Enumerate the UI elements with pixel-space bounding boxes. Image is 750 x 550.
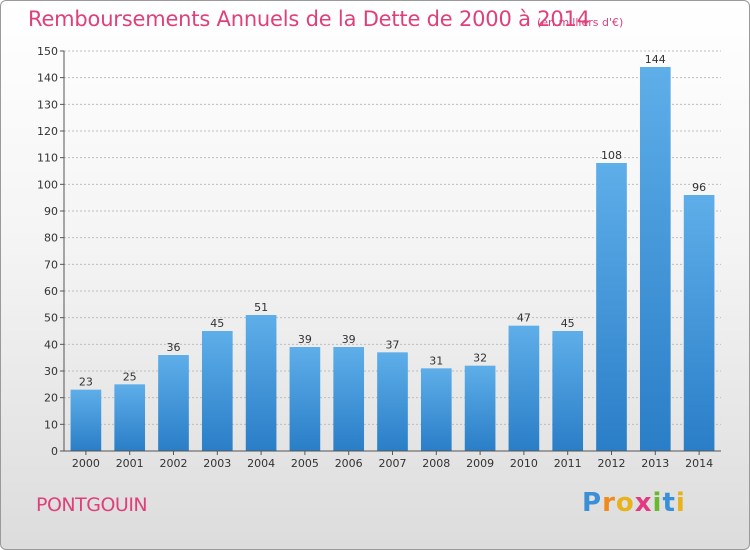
bar-value-label: 25 <box>123 370 137 383</box>
bar-value-label: 47 <box>517 312 531 325</box>
bar <box>70 389 102 451</box>
logo-letter: t <box>662 488 676 518</box>
logo-letter: r <box>602 488 616 518</box>
bar-value-label: 45 <box>561 317 575 330</box>
logo-letter: i <box>675 488 686 518</box>
x-tick-label: 2000 <box>72 457 100 470</box>
logo-letter: P <box>582 488 603 518</box>
bar <box>201 331 233 451</box>
axes: 0 10 20 30 40 50 60 70 80 90 100 110 120 130 140 150 200… <box>37 45 721 470</box>
y-tick-label: 110 <box>37 152 58 165</box>
y-tick-label: 10 <box>44 418 58 431</box>
bar-value-label: 51 <box>254 301 268 314</box>
y-tick-label: 100 <box>37 178 58 191</box>
y-tick-label: 40 <box>44 338 58 351</box>
logo-letter: i <box>652 488 663 518</box>
bar-value-label: 39 <box>298 333 312 346</box>
bar-value-label: 108 <box>601 149 622 162</box>
bar <box>420 368 452 451</box>
bar-value-label: 23 <box>79 376 93 389</box>
proxiti-logo: Proxiti <box>582 488 686 518</box>
bar <box>289 347 321 451</box>
bar-value-label: 96 <box>692 181 706 194</box>
x-tick-label: 2007 <box>379 457 407 470</box>
chart-title: Remboursements Annuels de la Dette de 20… <box>28 7 590 31</box>
y-tick-label: 30 <box>44 365 58 378</box>
y-tick-label: 20 <box>44 392 58 405</box>
bar <box>333 347 365 451</box>
x-tick-label: 2009 <box>466 457 494 470</box>
bar <box>158 355 189 451</box>
x-tick-label: 2012 <box>598 457 626 470</box>
bar <box>683 195 715 451</box>
bar-value-label: 39 <box>342 333 356 346</box>
bar-value-label: 32 <box>473 352 487 365</box>
bar <box>596 163 627 451</box>
x-tick-label: 2010 <box>510 457 538 470</box>
x-tick-label: 2013 <box>641 457 669 470</box>
bar <box>114 384 146 451</box>
bar-value-label: 36 <box>167 341 181 354</box>
y-tick-label: 80 <box>44 232 58 245</box>
x-tick-label: 2001 <box>116 457 144 470</box>
bar <box>552 331 584 451</box>
x-tick-label: 2011 <box>554 457 582 470</box>
bar <box>639 67 671 451</box>
y-tick-label: 0 <box>51 445 58 458</box>
y-tick-label: 90 <box>44 205 58 218</box>
y-tick-label: 50 <box>44 312 58 325</box>
y-tick-label: 140 <box>37 72 58 85</box>
bar <box>508 325 540 451</box>
bar-value-label: 45 <box>210 317 224 330</box>
x-tick-label: 2003 <box>203 457 231 470</box>
y-tick-label: 70 <box>44 258 58 271</box>
y-tick-label: 150 <box>37 45 58 58</box>
y-tick-label: 130 <box>37 98 58 111</box>
x-tick-label: 2014 <box>685 457 713 470</box>
y-tick-label: 60 <box>44 285 58 298</box>
x-tick-label: 2006 <box>335 457 363 470</box>
bar <box>245 315 277 451</box>
bar <box>464 365 496 451</box>
x-tick-label: 2002 <box>160 457 188 470</box>
x-tick-label: 2008 <box>422 457 450 470</box>
x-tick-label: 2004 <box>247 457 275 470</box>
data-labels: 23 25 36 45 51 39 39 37 31 32 47 45 108 144 96 <box>79 53 706 389</box>
logo-letter: o <box>615 488 635 518</box>
bar-value-label: 144 <box>645 53 666 66</box>
unit-note: (en milliers d'€) <box>537 16 624 29</box>
logo-letter: x <box>634 488 653 518</box>
bar-value-label: 31 <box>429 354 443 367</box>
bars <box>70 67 715 451</box>
bar <box>377 352 408 451</box>
x-tick-label: 2005 <box>291 457 319 470</box>
y-tick-label: 120 <box>37 125 58 138</box>
commune-name: PONTGOUIN <box>36 494 148 516</box>
bar-value-label: 37 <box>386 338 400 351</box>
